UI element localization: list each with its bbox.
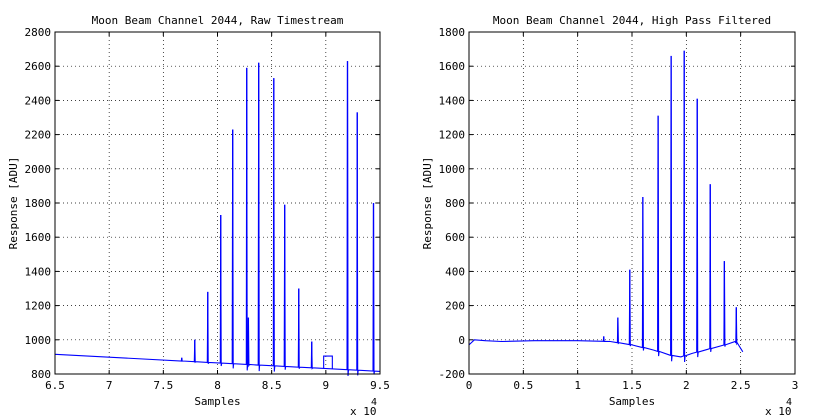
y-tick-label: 2000 <box>25 163 52 176</box>
y-tick-label: 1000 <box>25 334 52 347</box>
x-exponent: 4 <box>371 397 377 408</box>
chart-title: Moon Beam Channel 2044, Raw Timestream <box>92 14 344 27</box>
y-tick-label: 200 <box>445 300 465 313</box>
x-tick-label: 0.5 <box>513 379 533 392</box>
y-tick-label: 1800 <box>25 197 52 210</box>
x-tick-label: 7 <box>106 379 113 392</box>
y-tick-label: -200 <box>439 368 466 381</box>
x-axis-label: Samples <box>609 395 655 408</box>
x-exponent-label: x 10 <box>765 405 792 418</box>
raw-timestream-panel: 6.5 7 7.5 8 8.5 9 9.5 800 1000 1200 1400 1600 1800 20… <box>7 14 390 418</box>
step-segment <box>323 355 333 369</box>
x-tick-label: 0 <box>466 379 473 392</box>
y-tick-label: 1600 <box>25 231 52 244</box>
y-axis-label: Response [ADU] <box>421 157 434 250</box>
y-tick-label: 2600 <box>25 60 52 73</box>
y-tick-label: 800 <box>31 368 51 381</box>
x-tick-label: 2 <box>683 379 690 392</box>
axes-frame <box>468 31 796 375</box>
y-tick-label: 0 <box>458 334 465 347</box>
y-tick-label: 1600 <box>439 60 466 73</box>
x-tick-label: 2.5 <box>731 379 751 392</box>
x-tick-label: 1 <box>574 379 581 392</box>
y-tick-label: 400 <box>445 265 465 278</box>
y-tick-label: 1200 <box>439 129 466 142</box>
y-tick-label: 2800 <box>25 26 52 39</box>
x-axis-label: Samples <box>194 395 240 408</box>
y-tick-label: 800 <box>445 197 465 210</box>
x-tick-label: 3 <box>792 379 799 392</box>
y-tick-label: 1000 <box>439 163 466 176</box>
y-tick-label: 1400 <box>25 265 52 278</box>
high-pass-filtered-panel: 0 0.5 1 1.5 2 2.5 3-20002004006008001000120014… <box>421 14 798 418</box>
x-tick-label: 1.5 <box>622 379 642 392</box>
x-tick-label: 8 <box>214 379 221 392</box>
x-tick-label: 9.5 <box>370 379 390 392</box>
chart-title: Moon Beam Channel 2044, High Pass Filter… <box>493 14 771 27</box>
x-tick-label: 9 <box>323 379 330 392</box>
y-tick-label: 2200 <box>25 129 52 142</box>
y-tick-label: 1200 <box>25 300 52 313</box>
y-tick-label: 600 <box>445 231 465 244</box>
axes-frame <box>54 31 381 375</box>
y-tick-label: 1400 <box>439 94 466 107</box>
y-axis-label: Response [ADU] <box>7 157 20 250</box>
x-tick-label: 6.5 <box>45 379 65 392</box>
y-tick-label: 2400 <box>25 94 52 107</box>
y-tick-label: 1800 <box>439 26 466 39</box>
x-tick-label: 7.5 <box>153 379 173 392</box>
x-tick-label: 8.5 <box>262 379 282 392</box>
x-exponent-label: x 10 <box>350 405 377 418</box>
x-exponent: 4 <box>786 397 792 408</box>
